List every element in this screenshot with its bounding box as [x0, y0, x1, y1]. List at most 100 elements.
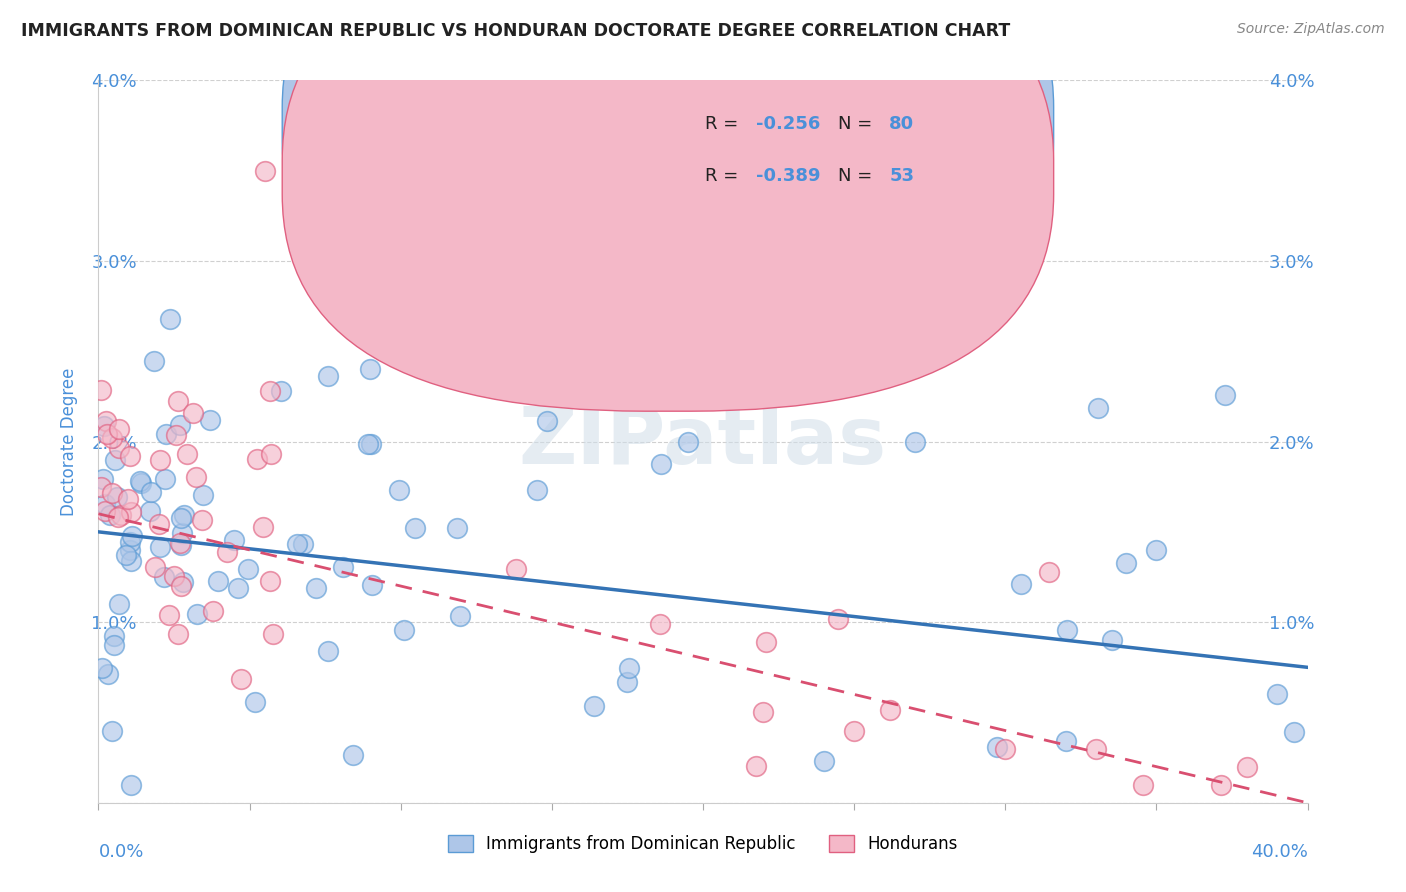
Point	[139, 485, 162, 500]
Point	[166, 627, 188, 641]
Point	[1267, 687, 1289, 701]
Point	[357, 437, 380, 451]
Point	[170, 525, 193, 540]
Point	[176, 447, 198, 461]
Point	[169, 536, 191, 550]
Point	[1144, 542, 1167, 557]
Text: 0.0%: 0.0%	[98, 843, 143, 861]
Point	[342, 748, 364, 763]
Point	[186, 470, 208, 484]
Point	[138, 504, 160, 518]
Point	[107, 510, 129, 524]
Point	[101, 723, 124, 738]
Point	[121, 529, 143, 543]
Point	[142, 354, 165, 368]
Point	[105, 491, 128, 505]
Point	[827, 612, 849, 626]
Text: 53: 53	[889, 168, 914, 186]
Text: R =: R =	[706, 168, 744, 186]
Point	[165, 427, 187, 442]
Point	[148, 517, 170, 532]
Point	[332, 559, 354, 574]
Point	[253, 163, 276, 178]
Point	[392, 623, 415, 637]
Point	[844, 723, 866, 738]
Point	[259, 574, 281, 588]
Point	[616, 674, 638, 689]
Point	[93, 419, 115, 434]
Point	[170, 578, 193, 592]
Point	[94, 414, 117, 428]
Point	[238, 562, 260, 576]
Point	[155, 426, 177, 441]
Point	[128, 474, 150, 488]
Point	[446, 521, 468, 535]
Point	[994, 741, 1017, 756]
Point	[388, 483, 411, 497]
Point	[170, 511, 193, 525]
Text: -0.256: -0.256	[756, 115, 821, 133]
Point	[103, 629, 125, 643]
Point	[676, 434, 699, 449]
Point	[361, 577, 384, 591]
Point	[457, 368, 479, 383]
Point	[222, 533, 245, 547]
Point	[90, 660, 112, 674]
Point	[108, 422, 131, 436]
Point	[226, 582, 249, 596]
Point	[91, 472, 114, 486]
Point	[110, 508, 132, 522]
Point	[1101, 632, 1123, 647]
Text: ZIPatlas: ZIPatlas	[519, 402, 887, 481]
Point	[259, 384, 281, 398]
Point	[291, 536, 314, 550]
Point	[260, 447, 283, 461]
Point	[107, 597, 129, 611]
Point	[170, 538, 193, 552]
Point	[1213, 388, 1236, 402]
Text: N =: N =	[838, 115, 879, 133]
Point	[191, 512, 214, 526]
Point	[904, 434, 927, 449]
Text: Source: ZipAtlas.com: Source: ZipAtlas.com	[1237, 22, 1385, 37]
Point	[97, 666, 120, 681]
Text: -0.389: -0.389	[756, 168, 821, 186]
Point	[181, 406, 204, 420]
Point	[149, 541, 172, 555]
Point	[252, 520, 274, 534]
Point	[207, 574, 229, 589]
Point	[94, 503, 117, 517]
Legend: Immigrants from Dominican Republic, Hondurans: Immigrants from Dominican Republic, Hond…	[441, 828, 965, 860]
Point	[90, 383, 112, 397]
Point	[1010, 576, 1032, 591]
Point	[90, 480, 112, 494]
Point	[1282, 725, 1305, 739]
Point	[262, 627, 284, 641]
Point	[318, 644, 340, 658]
Point	[745, 759, 768, 773]
Y-axis label: Doctorate Degree: Doctorate Degree	[59, 368, 77, 516]
Point	[1056, 624, 1078, 638]
Point	[186, 607, 208, 621]
Point	[536, 414, 558, 428]
Point	[118, 449, 141, 463]
Point	[149, 452, 172, 467]
Text: R =: R =	[706, 115, 744, 133]
Point	[191, 488, 214, 502]
Point	[752, 706, 775, 720]
Point	[103, 639, 125, 653]
Point	[270, 384, 292, 398]
Point	[117, 491, 139, 506]
Point	[360, 362, 382, 376]
Point	[1038, 565, 1060, 579]
Point	[246, 451, 269, 466]
Point	[93, 497, 115, 511]
Point	[813, 754, 835, 768]
Text: 40.0%: 40.0%	[1251, 843, 1308, 861]
Point	[96, 426, 118, 441]
Point	[404, 520, 426, 534]
Point	[1085, 741, 1108, 756]
Point	[1054, 733, 1077, 747]
Point	[120, 553, 142, 567]
Point	[201, 604, 224, 618]
